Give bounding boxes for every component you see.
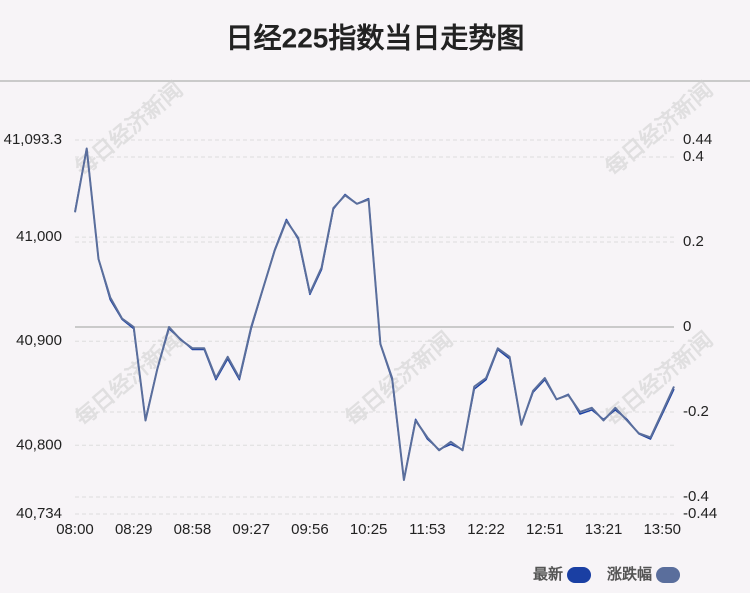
y-tick-label: 41,000 bbox=[16, 228, 62, 245]
legend-label: 最新 bbox=[533, 565, 563, 583]
chart-title: 日经225指数当日走势图 bbox=[226, 21, 525, 53]
x-tick-label: 09:27 bbox=[232, 521, 270, 538]
y-tick-label: 40,734 bbox=[16, 505, 62, 522]
x-tick-label: 08:00 bbox=[56, 521, 94, 538]
y2-tick-label: -0.4 bbox=[683, 488, 709, 505]
x-tick-label: 12:22 bbox=[467, 521, 505, 538]
y2-tick-label: -0.44 bbox=[683, 505, 717, 522]
y2-tick-label: 0.4 bbox=[683, 148, 704, 165]
y2-tick-label: 0.44 bbox=[683, 131, 712, 148]
legend-label: 涨跌幅 bbox=[607, 565, 652, 583]
x-tick-label: 12:51 bbox=[526, 521, 564, 538]
x-tick-label: 09:56 bbox=[291, 521, 329, 538]
x-tick-label: 08:29 bbox=[115, 521, 153, 538]
legend-swatch bbox=[567, 567, 592, 583]
y2-tick-label: 0 bbox=[683, 318, 691, 335]
x-tick-label: 13:21 bbox=[585, 521, 623, 538]
line-series bbox=[74, 147, 675, 481]
x-tick-label: 10:25 bbox=[350, 521, 388, 538]
y2-tick-label: 0.2 bbox=[683, 233, 704, 250]
legend-swatch bbox=[656, 567, 681, 583]
y-tick-label: 41,093.3 bbox=[4, 131, 62, 148]
x-tick-label: 08:58 bbox=[174, 521, 212, 538]
y-tick-label: 40,900 bbox=[16, 332, 62, 349]
y-tick-label: 40,800 bbox=[16, 436, 62, 453]
x-tick-label: 13:50 bbox=[643, 521, 681, 538]
y2-tick-label: -0.2 bbox=[683, 403, 709, 420]
x-tick-label: 11:53 bbox=[409, 521, 445, 538]
